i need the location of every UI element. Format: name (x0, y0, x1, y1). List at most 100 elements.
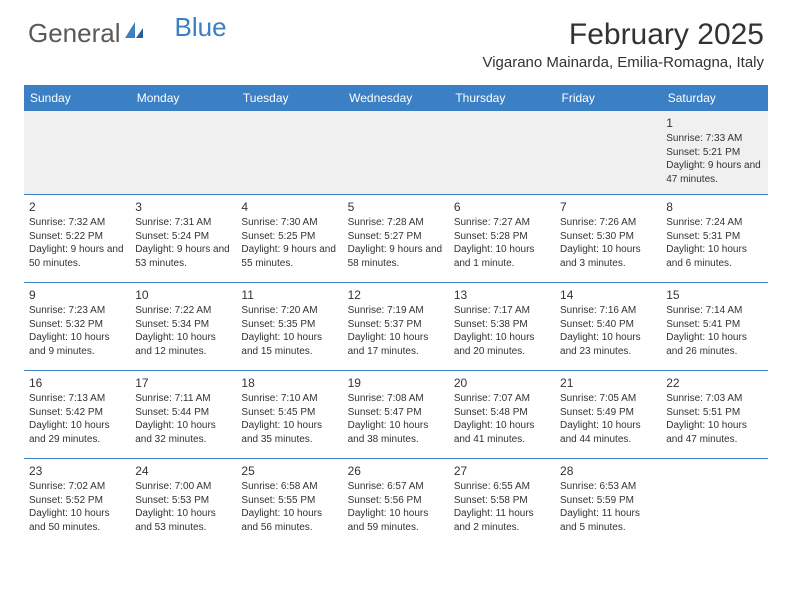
calendar-cell: 19Sunrise: 7:08 AMSunset: 5:47 PMDayligh… (343, 371, 449, 459)
calendar-cell: 17Sunrise: 7:11 AMSunset: 5:44 PMDayligh… (130, 371, 236, 459)
brand-part1: General (28, 18, 121, 49)
calendar-cell (555, 111, 661, 195)
day-header: Saturday (661, 85, 767, 111)
sunset-text: Sunset: 5:49 PM (560, 406, 656, 420)
sunrise-text: Sunrise: 7:30 AM (241, 216, 337, 230)
sunrise-text: Sunrise: 7:19 AM (348, 304, 444, 318)
calendar-cell (343, 111, 449, 195)
daylight-text: Daylight: 9 hours and 47 minutes. (666, 159, 762, 186)
daylight-text: Daylight: 10 hours and 12 minutes. (135, 331, 231, 358)
sunrise-text: Sunrise: 7:07 AM (454, 392, 550, 406)
day-number: 19 (348, 375, 444, 391)
daylight-text: Daylight: 10 hours and 44 minutes. (560, 419, 656, 446)
day-number: 22 (666, 375, 762, 391)
day-number: 28 (560, 463, 656, 479)
sunrise-text: Sunrise: 7:14 AM (666, 304, 762, 318)
day-number: 5 (348, 199, 444, 215)
daylight-text: Daylight: 10 hours and 6 minutes. (666, 243, 762, 270)
calendar-week: 9Sunrise: 7:23 AMSunset: 5:32 PMDaylight… (24, 283, 768, 371)
day-number: 25 (241, 463, 337, 479)
calendar-cell (449, 111, 555, 195)
sunrise-text: Sunrise: 7:17 AM (454, 304, 550, 318)
sunset-text: Sunset: 5:56 PM (348, 494, 444, 508)
calendar-cell: 1Sunrise: 7:33 AMSunset: 5:21 PMDaylight… (661, 111, 767, 195)
day-number: 3 (135, 199, 231, 215)
sunrise-text: Sunrise: 7:08 AM (348, 392, 444, 406)
day-header: Wednesday (343, 85, 449, 111)
sunrise-text: Sunrise: 7:23 AM (29, 304, 125, 318)
sunset-text: Sunset: 5:58 PM (454, 494, 550, 508)
calendar-cell (24, 111, 130, 195)
daylight-text: Daylight: 10 hours and 41 minutes. (454, 419, 550, 446)
sunrise-text: Sunrise: 7:27 AM (454, 216, 550, 230)
daylight-text: Daylight: 10 hours and 9 minutes. (29, 331, 125, 358)
sunrise-text: Sunrise: 7:31 AM (135, 216, 231, 230)
sunrise-text: Sunrise: 7:28 AM (348, 216, 444, 230)
sunrise-text: Sunrise: 7:02 AM (29, 480, 125, 494)
day-number: 15 (666, 287, 762, 303)
day-number: 11 (241, 287, 337, 303)
daylight-text: Daylight: 10 hours and 32 minutes. (135, 419, 231, 446)
sunset-text: Sunset: 5:25 PM (241, 230, 337, 244)
calendar-cell: 25Sunrise: 6:58 AMSunset: 5:55 PMDayligh… (236, 459, 342, 547)
sunset-text: Sunset: 5:31 PM (666, 230, 762, 244)
calendar-head: SundayMondayTuesdayWednesdayThursdayFrid… (24, 85, 768, 111)
calendar-week: 23Sunrise: 7:02 AMSunset: 5:52 PMDayligh… (24, 459, 768, 547)
daylight-text: Daylight: 10 hours and 56 minutes. (241, 507, 337, 534)
sunrise-text: Sunrise: 7:33 AM (666, 132, 762, 146)
day-number: 14 (560, 287, 656, 303)
sunset-text: Sunset: 5:51 PM (666, 406, 762, 420)
daylight-text: Daylight: 10 hours and 29 minutes. (29, 419, 125, 446)
calendar-table: SundayMondayTuesdayWednesdayThursdayFrid… (24, 85, 768, 547)
calendar-cell: 18Sunrise: 7:10 AMSunset: 5:45 PMDayligh… (236, 371, 342, 459)
sunrise-text: Sunrise: 7:00 AM (135, 480, 231, 494)
sunset-text: Sunset: 5:32 PM (29, 318, 125, 332)
day-number: 26 (348, 463, 444, 479)
sunrise-text: Sunrise: 7:13 AM (29, 392, 125, 406)
day-number: 24 (135, 463, 231, 479)
sunrise-text: Sunrise: 7:10 AM (241, 392, 337, 406)
day-number: 21 (560, 375, 656, 391)
calendar-cell: 5Sunrise: 7:28 AMSunset: 5:27 PMDaylight… (343, 195, 449, 283)
sunset-text: Sunset: 5:45 PM (241, 406, 337, 420)
calendar-cell: 14Sunrise: 7:16 AMSunset: 5:40 PMDayligh… (555, 283, 661, 371)
calendar-cell: 2Sunrise: 7:32 AMSunset: 5:22 PMDaylight… (24, 195, 130, 283)
calendar-cell: 7Sunrise: 7:26 AMSunset: 5:30 PMDaylight… (555, 195, 661, 283)
day-header: Tuesday (236, 85, 342, 111)
calendar-cell: 22Sunrise: 7:03 AMSunset: 5:51 PMDayligh… (661, 371, 767, 459)
day-header: Friday (555, 85, 661, 111)
sunset-text: Sunset: 5:21 PM (666, 146, 762, 160)
day-number: 18 (241, 375, 337, 391)
day-number: 27 (454, 463, 550, 479)
calendar-cell: 4Sunrise: 7:30 AMSunset: 5:25 PMDaylight… (236, 195, 342, 283)
daylight-text: Daylight: 10 hours and 35 minutes. (241, 419, 337, 446)
calendar-cell: 20Sunrise: 7:07 AMSunset: 5:48 PMDayligh… (449, 371, 555, 459)
calendar-cell: 15Sunrise: 7:14 AMSunset: 5:41 PMDayligh… (661, 283, 767, 371)
day-number: 7 (560, 199, 656, 215)
day-number: 16 (29, 375, 125, 391)
sunset-text: Sunset: 5:41 PM (666, 318, 762, 332)
daylight-text: Daylight: 9 hours and 58 minutes. (348, 243, 444, 270)
calendar-cell: 26Sunrise: 6:57 AMSunset: 5:56 PMDayligh… (343, 459, 449, 547)
sunrise-text: Sunrise: 7:24 AM (666, 216, 762, 230)
daylight-text: Daylight: 10 hours and 26 minutes. (666, 331, 762, 358)
daylight-text: Daylight: 10 hours and 38 minutes. (348, 419, 444, 446)
sunset-text: Sunset: 5:40 PM (560, 318, 656, 332)
sunset-text: Sunset: 5:42 PM (29, 406, 125, 420)
sunrise-text: Sunrise: 7:20 AM (241, 304, 337, 318)
daylight-text: Daylight: 9 hours and 50 minutes. (29, 243, 125, 270)
sunrise-text: Sunrise: 6:55 AM (454, 480, 550, 494)
daylight-text: Daylight: 10 hours and 17 minutes. (348, 331, 444, 358)
sunrise-text: Sunrise: 7:11 AM (135, 392, 231, 406)
sunset-text: Sunset: 5:53 PM (135, 494, 231, 508)
sunset-text: Sunset: 5:52 PM (29, 494, 125, 508)
calendar-cell (130, 111, 236, 195)
day-number: 4 (241, 199, 337, 215)
calendar-cell: 28Sunrise: 6:53 AMSunset: 5:59 PMDayligh… (555, 459, 661, 547)
sunset-text: Sunset: 5:55 PM (241, 494, 337, 508)
calendar-cell: 12Sunrise: 7:19 AMSunset: 5:37 PMDayligh… (343, 283, 449, 371)
sunrise-text: Sunrise: 7:32 AM (29, 216, 125, 230)
sunrise-text: Sunrise: 7:22 AM (135, 304, 231, 318)
day-number: 17 (135, 375, 231, 391)
sunset-text: Sunset: 5:38 PM (454, 318, 550, 332)
